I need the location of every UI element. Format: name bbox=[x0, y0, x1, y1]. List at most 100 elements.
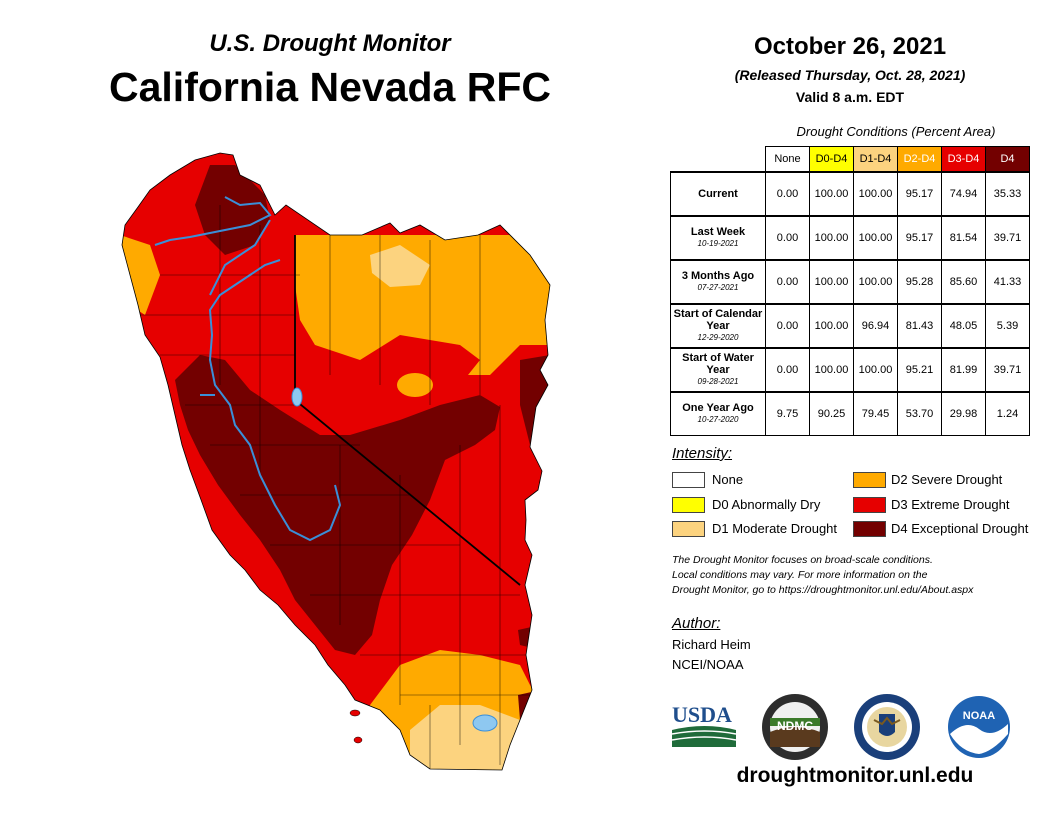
map-date: October 26, 2021 bbox=[753, 33, 947, 60]
author-label: Author: bbox=[672, 615, 721, 632]
table-row: 3 Months Ago 07-27-2021 0.00 100.00 100.0… bbox=[670, 259, 1030, 305]
row-label-text: 3 Months Ago bbox=[681, 270, 755, 282]
map-title: California Nevada RFC bbox=[109, 64, 551, 110]
ndmc-logo: NDMC bbox=[762, 694, 828, 760]
table-cell: 100.00 bbox=[853, 259, 898, 305]
row-label-text: One Year Ago bbox=[682, 402, 754, 414]
table-row: Start of Calendar Year 12-29-2020 0.00 10… bbox=[670, 303, 1030, 349]
commerce-seal bbox=[854, 694, 920, 760]
table-row: Last Week 10-19-2021 0.00 100.00 100.00 9… bbox=[670, 215, 1030, 261]
table-cell: 0.00 bbox=[765, 259, 810, 305]
legend-label-d2: D2 Severe Drought bbox=[891, 472, 1003, 487]
table-row: Current 0.00 100.00 100.00 95.17 74.94 3… bbox=[670, 171, 1030, 217]
table-cell: 100.00 bbox=[809, 259, 854, 305]
table-cell: 0.00 bbox=[765, 215, 810, 261]
table-cell: 100.00 bbox=[809, 215, 854, 261]
row-label: Current bbox=[670, 171, 766, 217]
table-cell: 74.94 bbox=[941, 171, 986, 217]
drought-map bbox=[121, 152, 551, 771]
row-label-text: Start of Calendar Year bbox=[673, 308, 763, 332]
table-cell: 81.99 bbox=[941, 347, 986, 393]
table-cell: 95.17 bbox=[897, 215, 942, 261]
col-header-none: None bbox=[765, 146, 810, 173]
row-date: 09-28-2021 bbox=[697, 377, 739, 386]
table-cell: 5.39 bbox=[985, 303, 1030, 349]
table-cell: 90.25 bbox=[809, 391, 854, 436]
row-date: 07-27-2021 bbox=[697, 283, 739, 292]
table-row: One Year Ago 10-27-2020 9.75 90.25 79.45 … bbox=[670, 391, 1030, 436]
usda-logo-text: USDA bbox=[672, 702, 732, 727]
table-cell: 81.43 bbox=[897, 303, 942, 349]
table-cell: 9.75 bbox=[765, 391, 810, 436]
row-label-text: Last Week bbox=[690, 226, 746, 238]
col-header-d2-d4: D2-D4 bbox=[897, 146, 942, 173]
legend-swatch-d0 bbox=[672, 497, 705, 513]
col-header-d3-d4: D3-D4 bbox=[941, 146, 986, 173]
table-cell: 95.17 bbox=[897, 171, 942, 217]
row-label: Start of Water Year 09-28-2021 bbox=[670, 347, 766, 393]
table-cell: 0.00 bbox=[765, 303, 810, 349]
table-cell: 0.00 bbox=[765, 171, 810, 217]
author-name: Richard Heim bbox=[672, 637, 751, 652]
legend-title: Intensity: bbox=[672, 445, 733, 462]
table-cell: 100.00 bbox=[809, 303, 854, 349]
drought-stats-table: None D0-D4 D1-D4 D2-D4 D3-D4 D4 Current … bbox=[670, 146, 1030, 436]
table-cell: 100.00 bbox=[853, 215, 898, 261]
author-org: NCEI/NOAA bbox=[672, 657, 744, 672]
legend-swatch-none bbox=[672, 472, 705, 488]
note-line: Local conditions may vary. For more info… bbox=[672, 569, 928, 581]
usda-logo: USDA bbox=[671, 702, 737, 747]
table-cell: 100.00 bbox=[853, 347, 898, 393]
release-date: (Released Thursday, Oct. 28, 2021) bbox=[734, 67, 966, 83]
table-cell: 35.33 bbox=[985, 171, 1030, 217]
legend-label-d1: D1 Moderate Drought bbox=[712, 521, 838, 536]
table-cell: 85.60 bbox=[941, 259, 986, 305]
table-cell: 100.00 bbox=[809, 171, 854, 217]
legend-label-none: None bbox=[712, 472, 744, 487]
row-label-text: Start of Water Year bbox=[682, 352, 754, 376]
ndmc-logo-text: NDMC bbox=[777, 719, 813, 733]
table-cell: 53.70 bbox=[897, 391, 942, 436]
col-header-d4: D4 bbox=[985, 146, 1030, 173]
table-cell: 41.33 bbox=[985, 259, 1030, 305]
table-cell: 48.05 bbox=[941, 303, 986, 349]
table-cell: 96.94 bbox=[853, 303, 898, 349]
row-date: 12-29-2020 bbox=[697, 333, 739, 342]
table-cell: 39.71 bbox=[985, 347, 1030, 393]
table-cell: 79.45 bbox=[853, 391, 898, 436]
row-label: 3 Months Ago 07-27-2021 bbox=[670, 259, 766, 305]
table-cell: 81.54 bbox=[941, 215, 986, 261]
legend-swatch-d2 bbox=[853, 472, 886, 488]
row-date: 10-27-2020 bbox=[697, 415, 739, 424]
legend-label-d3: D3 Extreme Drought bbox=[891, 497, 1010, 512]
col-header-d1-d4: D1-D4 bbox=[853, 146, 898, 173]
row-label: Start of Calendar Year 12-29-2020 bbox=[670, 303, 766, 349]
row-label-text: Current bbox=[698, 188, 738, 200]
disclaimer-note: The Drought Monitor focuses on broad-sca… bbox=[672, 553, 1032, 598]
table-cell: 29.98 bbox=[941, 391, 986, 436]
legend-swatch-d4 bbox=[853, 521, 886, 537]
note-line: Drought Monitor, go to https://droughtmo… bbox=[672, 584, 974, 596]
row-date: 10-19-2021 bbox=[697, 239, 739, 248]
table-cell: 100.00 bbox=[809, 347, 854, 393]
row-label: Last Week 10-19-2021 bbox=[670, 215, 766, 261]
table-cell: 1.24 bbox=[985, 391, 1030, 436]
table-caption: Drought Conditions (Percent Area) bbox=[796, 124, 996, 139]
col-header-d0-d4: D0-D4 bbox=[809, 146, 854, 173]
table-cell: 100.00 bbox=[853, 171, 898, 217]
map-subtitle: U.S. Drought Monitor bbox=[209, 30, 451, 57]
noaa-logo-text: NOAA bbox=[963, 710, 995, 722]
table-cell: 39.71 bbox=[985, 215, 1030, 261]
site-url[interactable]: droughtmonitor.unl.edu bbox=[736, 764, 974, 787]
legend-label-d4: D4 Exceptional Drought bbox=[891, 521, 1029, 536]
valid-time: Valid 8 a.m. EDT bbox=[795, 89, 905, 105]
noaa-logo: NOAA bbox=[948, 696, 1010, 758]
table-cell: 0.00 bbox=[765, 347, 810, 393]
table-header-row: None D0-D4 D1-D4 D2-D4 D3-D4 D4 bbox=[671, 146, 1030, 173]
note-line: The Drought Monitor focuses on broad-sca… bbox=[672, 554, 933, 566]
legend-label-d0: D0 Abnormally Dry bbox=[712, 497, 821, 512]
table-cell: 95.28 bbox=[897, 259, 942, 305]
row-label: One Year Ago 10-27-2020 bbox=[670, 391, 766, 436]
legend-swatch-d3 bbox=[853, 497, 886, 513]
table-corner bbox=[671, 147, 766, 173]
